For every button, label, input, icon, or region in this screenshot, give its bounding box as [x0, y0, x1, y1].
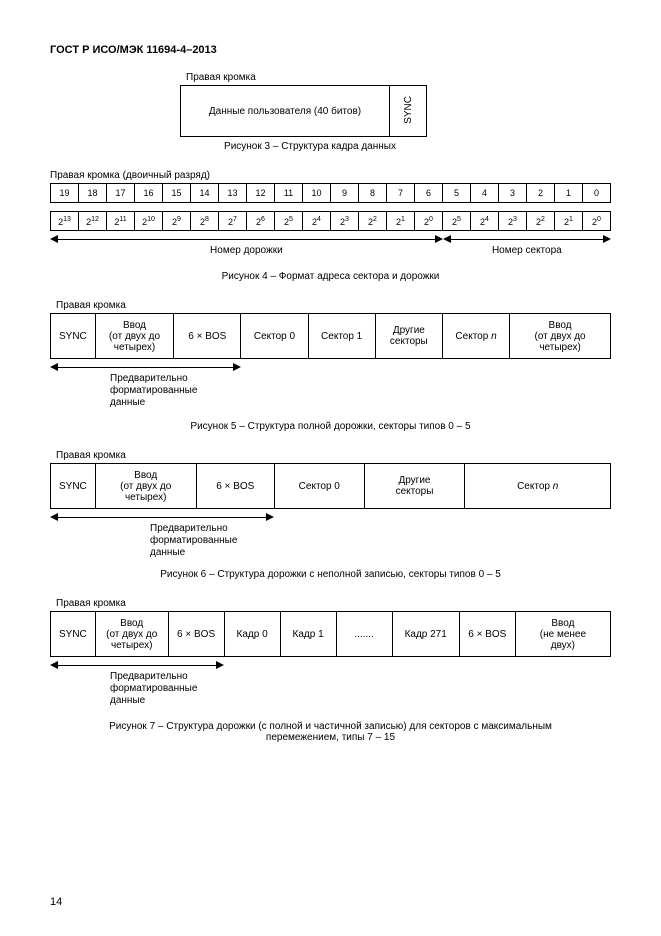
bit-cell: 15 — [163, 184, 191, 203]
figure-7: Правая кромка SYNC Ввод (от двух до четы… — [50, 598, 611, 743]
fig5-other: Другие секторы — [375, 314, 442, 359]
fig6-caption: Рисунок 6 – Структура дорожки с неполной… — [50, 569, 611, 580]
exp-cell: 212 — [79, 212, 107, 231]
doc-header: ГОСТ Р ИСО/МЭК 11694-4–2013 — [50, 44, 611, 56]
fig4-arrows: Номер дорожки Номер сектора — [50, 233, 611, 253]
exp-cell: 21 — [387, 212, 415, 231]
bit-cell: 1 — [555, 184, 583, 203]
page-number: 14 — [50, 896, 62, 908]
bit-cell: 0 — [583, 184, 611, 203]
bit-cell: 8 — [359, 184, 387, 203]
fig4-caption: Рисунок 4 – Формат адреса сектора и доро… — [50, 271, 611, 282]
fig3-caption: Рисунок 3 – Структура кадра данных — [180, 141, 440, 152]
exp-cell: 25 — [443, 212, 471, 231]
bit-cell: 11 — [275, 184, 303, 203]
fig3-table: Данные пользователя (40 битов) SYNC — [180, 85, 427, 137]
fig7-caption: Рисунок 7 – Структура дорожки (с полной … — [50, 721, 611, 743]
fig4-exp-row: 2132122112102928272625242322212025242322… — [50, 211, 611, 231]
bit-cell: 5 — [443, 184, 471, 203]
fig5-s1: Сектор 1 — [308, 314, 375, 359]
fig5-s0: Сектор 0 — [241, 314, 308, 359]
figure-4: Правая кромка (двоичный разряд) 19181716… — [50, 170, 611, 282]
bit-cell: 19 — [51, 184, 79, 203]
fig5-sync: SYNC — [51, 314, 96, 359]
figure-6: Правая кромка SYNC Ввод (от двух до четы… — [50, 450, 611, 580]
fig7-bos1: 6 × BOS — [168, 612, 224, 657]
fig6-top-label: Правая кромка — [56, 450, 611, 461]
fig6-bos: 6 × BOS — [196, 464, 274, 509]
bit-cell: 6 — [415, 184, 443, 203]
fig7-k271: Кадр 271 — [392, 612, 459, 657]
exp-cell: 26 — [247, 212, 275, 231]
bit-cell: 13 — [219, 184, 247, 203]
fig6-table: SYNC Ввод (от двух до четырех) 6 × BOS С… — [50, 463, 611, 509]
fig7-pf-label: Предварительно форматированные данные — [110, 671, 611, 707]
exp-cell: 213 — [51, 212, 79, 231]
fig7-leadout: Ввод (не менее двух) — [515, 612, 610, 657]
fig3-sync: SYNC — [390, 86, 427, 137]
exp-cell: 27 — [219, 212, 247, 231]
bit-cell: 16 — [135, 184, 163, 203]
fig7-lead: Ввод (от двух до четырех) — [95, 612, 168, 657]
exp-cell: 28 — [191, 212, 219, 231]
fig5-leadout: Ввод (от двух до четырех) — [510, 314, 611, 359]
bit-cell: 17 — [107, 184, 135, 203]
fig5-lead: Ввод (от двух до четырех) — [95, 314, 173, 359]
exp-cell: 20 — [583, 212, 611, 231]
bit-cell: 3 — [499, 184, 527, 203]
fig6-s0: Сектор 0 — [274, 464, 364, 509]
exp-cell: 23 — [331, 212, 359, 231]
fig6-pf-label: Предварительно форматированные данные — [150, 523, 611, 559]
fig3-top-label: Правая кромка — [186, 72, 440, 83]
exp-cell: 24 — [303, 212, 331, 231]
fig6-sync: SYNC — [51, 464, 96, 509]
bit-cell: 14 — [191, 184, 219, 203]
exp-cell: 211 — [107, 212, 135, 231]
exp-cell: 22 — [359, 212, 387, 231]
exp-cell: 23 — [499, 212, 527, 231]
exp-cell: 24 — [471, 212, 499, 231]
bit-cell: 18 — [79, 184, 107, 203]
bit-cell: 4 — [471, 184, 499, 203]
exp-cell: 29 — [163, 212, 191, 231]
exp-cell: 210 — [135, 212, 163, 231]
exp-cell: 25 — [275, 212, 303, 231]
fig4-top-label: Правая кромка (двоичный разряд) — [50, 170, 611, 181]
fig7-k0: Кадр 0 — [224, 612, 280, 657]
fig7-pf-arrow — [50, 657, 611, 671]
fig5-caption: Рисунок 5 – Структура полной дорожки, се… — [50, 421, 611, 432]
bit-cell: 10 — [303, 184, 331, 203]
exp-cell: 22 — [527, 212, 555, 231]
fig4-bits-row: 191817161514131211109876543210 — [50, 183, 611, 203]
figure-5: Правая кромка SYNC Ввод (от двух до четы… — [50, 300, 611, 432]
exp-cell: 21 — [555, 212, 583, 231]
fig5-top-label: Правая кромка — [56, 300, 611, 311]
fig5-pf-label: Предварительно форматированные данные — [110, 373, 611, 409]
fig7-top-label: Правая кромка — [56, 598, 611, 609]
bit-cell: 2 — [527, 184, 555, 203]
fig6-pf-arrow — [50, 509, 611, 523]
fig7-table: SYNC Ввод (от двух до четырех) 6 × BOS К… — [50, 611, 611, 657]
fig7-dots: ....... — [336, 612, 392, 657]
fig7-bos2: 6 × BOS — [459, 612, 515, 657]
fig6-sn: Сектор n — [465, 464, 611, 509]
exp-cell: 20 — [415, 212, 443, 231]
fig5-pf-arrow — [50, 359, 611, 373]
fig5-bos: 6 × BOS — [174, 314, 241, 359]
fig5-table: SYNC Ввод (от двух до четырех) 6 × BOS С… — [50, 313, 611, 359]
fig6-lead: Ввод (от двух до четырех) — [95, 464, 196, 509]
fig3-userdata: Данные пользователя (40 битов) — [181, 86, 390, 137]
fig7-k1: Кадр 1 — [280, 612, 336, 657]
figure-3: Правая кромка Данные пользователя (40 би… — [180, 72, 440, 152]
fig5-sn: Сектор n — [442, 314, 509, 359]
bit-cell: 9 — [331, 184, 359, 203]
fig7-sync: SYNC — [51, 612, 96, 657]
fig6-other: Другие секторы — [364, 464, 465, 509]
page: ГОСТ Р ИСО/МЭК 11694-4–2013 Правая кромк… — [0, 0, 661, 936]
bit-cell: 7 — [387, 184, 415, 203]
bit-cell: 12 — [247, 184, 275, 203]
